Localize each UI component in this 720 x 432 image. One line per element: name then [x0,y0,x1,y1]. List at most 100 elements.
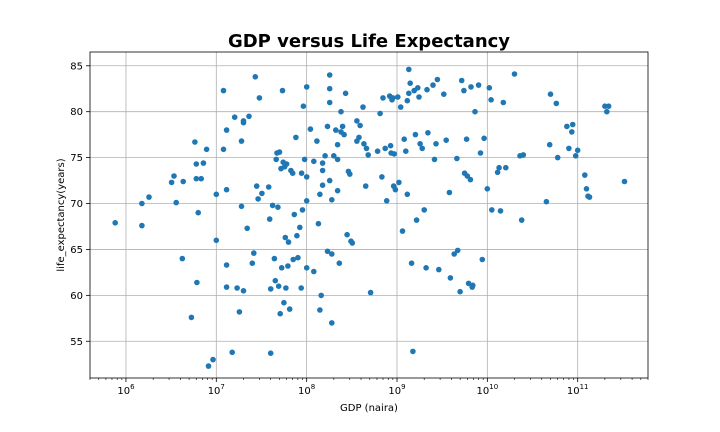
chart-title: GDP versus Life Expectancy [228,31,510,52]
scatter-point [424,86,430,93]
scatter-point [363,145,370,152]
scatter-point [334,141,341,148]
scatter-point [392,186,399,193]
scatter-point [564,123,570,130]
y-tick-label: 85 [70,61,83,72]
scatter-point [324,248,331,255]
scatter-point [518,217,525,223]
scatter-point [188,314,195,321]
scatter-point [451,251,458,257]
scatter-point [273,156,280,163]
scatter-point [324,123,331,130]
scatter-point [179,255,186,262]
scatter-point [198,175,204,182]
scatter-point [344,231,350,238]
scatter-point [223,284,230,290]
scatter-point [425,130,431,136]
scatter-point [347,171,353,177]
scatter-point [553,100,560,107]
scatter-point [503,164,509,171]
scatter-point [276,149,283,155]
scatter-point [281,299,287,306]
scatter-point [419,145,426,152]
scatter-point [367,289,374,296]
scatter-point [380,95,386,101]
scatter-point [497,208,504,214]
scatter-point [458,77,465,84]
data-points [112,66,628,369]
scatter-point [240,118,247,124]
scatter-point [496,164,502,171]
scatter-point [303,265,310,271]
scatter-point [412,131,419,138]
y-tick-label: 65 [70,245,83,256]
grid-lines [90,52,648,378]
scatter-point [275,283,282,290]
scatter-point [468,84,474,90]
scatter-point [200,160,207,166]
scatter-point [554,154,561,161]
scatter-point [180,178,186,185]
scatter-point [279,87,286,94]
scatter-point [329,320,335,326]
x-tick-label: 106 [117,383,135,397]
scatter-point [395,94,401,100]
scatter-point [520,152,527,158]
scatter-point [112,220,118,226]
scatter-point [246,113,252,120]
scatter-point [433,141,439,147]
y-axis-ticks: 55 60 65 70 75 80 85 [70,61,90,348]
scatter-point [488,97,494,103]
scatter-point [406,90,412,97]
scatter-point [604,108,610,115]
scatter-point [249,260,256,267]
scatter-point [383,198,390,204]
scatter-point [259,190,265,197]
scatter-point [379,174,385,180]
scatter-point [240,288,247,294]
scatter-point [294,232,300,239]
scatter-point [443,137,450,143]
scatter-point [193,161,200,167]
x-tick-label: 1011 [567,383,589,397]
scatter-point [546,141,553,148]
scatter-point [338,108,344,115]
scatter-point [391,151,398,157]
scatter-point [319,167,326,174]
scatter-point [357,122,363,129]
scatter-point [244,225,250,232]
scatter-point [326,177,333,184]
scatter-point [341,131,347,138]
scatter-point [256,95,263,101]
scatter-point [286,306,293,312]
scatter-point [301,156,308,163]
scatter-point [229,349,235,356]
y-tick-label: 60 [70,291,83,302]
scatter-point [467,176,474,183]
scatter-point [406,66,412,73]
scatter-point [271,255,278,262]
scatter-point [319,160,326,166]
scatter-point [314,138,320,144]
scatter-point [326,85,333,92]
scatter-point [299,207,306,213]
scatter-point [283,285,289,291]
scatter-point [489,207,495,213]
scatter-point [303,84,310,90]
y-axis-label: life_expectancy(years) [56,158,67,271]
scatter-point [285,239,292,245]
scatter-point [311,158,317,165]
scatter-point [430,82,436,88]
scatter-point [583,186,590,192]
scatter-point [407,80,414,86]
scatter-point [255,196,261,202]
scatter-point [436,266,442,273]
scatter-point [205,363,212,369]
scatter-point [210,356,216,363]
scatter-point [361,141,367,147]
scatter-point [511,71,518,77]
scatter-point [362,183,369,189]
scatter-point [298,170,305,176]
